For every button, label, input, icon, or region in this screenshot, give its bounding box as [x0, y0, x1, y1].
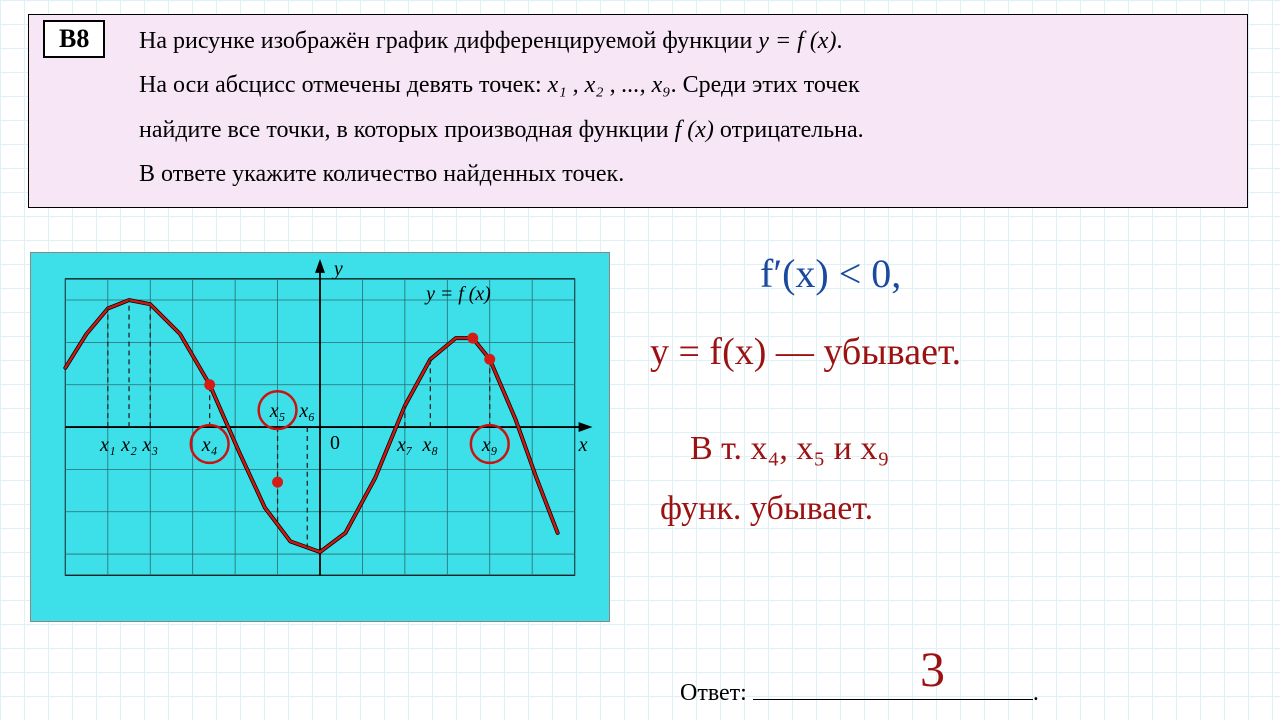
problem-text: На рисунке изображён график дифференциру…: [139, 19, 1229, 197]
answer-label: Ответ:: [680, 680, 747, 706]
txt: На рисунке изображён график дифференциру…: [139, 28, 758, 54]
function-chart: x₁x₂x₃ x₄ x₅ x₆ x₇ x₈ x₉ 0 x y y = f (x): [30, 252, 610, 622]
svg-text:x₁: x₁: [99, 434, 116, 456]
txt: .: [836, 28, 842, 54]
svg-text:x₃: x₃: [141, 434, 158, 456]
hand2: y = f(x) — убывает.: [650, 330, 961, 374]
problem-box: На рисунке изображён график дифференциру…: [28, 14, 1248, 208]
answer-line: Ответ: .: [680, 680, 1039, 707]
svg-text:x₆: x₆: [298, 400, 315, 422]
answer-value: 3: [920, 640, 945, 698]
svg-text:x₇: x₇: [396, 434, 413, 456]
svg-text:x₅: x₅: [269, 400, 286, 422]
hand4: функ. убывает.: [660, 490, 873, 528]
hand1: f′(x) < 0,: [760, 250, 901, 297]
svg-text:x₄: x₄: [201, 434, 218, 456]
txt: На оси абсцисс отмечены девять точек:: [139, 72, 548, 98]
txt: В ответе укажите количество найденных то…: [139, 161, 624, 187]
formula: x₁ , x₂ , ..., x₉: [548, 72, 671, 98]
txt: .: [1033, 680, 1039, 706]
hand3: В т. x₄, x₅ и x₉: [690, 430, 889, 468]
formula: y = f (x): [758, 28, 836, 54]
svg-text:x₉: x₉: [481, 434, 498, 456]
svg-text:x: x: [578, 434, 588, 456]
answer-underline: [753, 699, 1033, 700]
svg-text:x₂: x₂: [120, 434, 137, 456]
formula: f (x): [675, 117, 714, 143]
svg-text:y: y: [332, 258, 343, 280]
problem-tag: В8: [43, 20, 105, 58]
svg-text:x₈: x₈: [421, 434, 438, 456]
svg-text:0: 0: [330, 432, 340, 454]
txt: отрицательна.: [714, 117, 864, 143]
txt: . Среди этих точек: [671, 72, 860, 98]
svg-text:y = f (x): y = f (x): [424, 283, 491, 305]
txt: найдите все точки, в которых производная…: [139, 117, 675, 143]
